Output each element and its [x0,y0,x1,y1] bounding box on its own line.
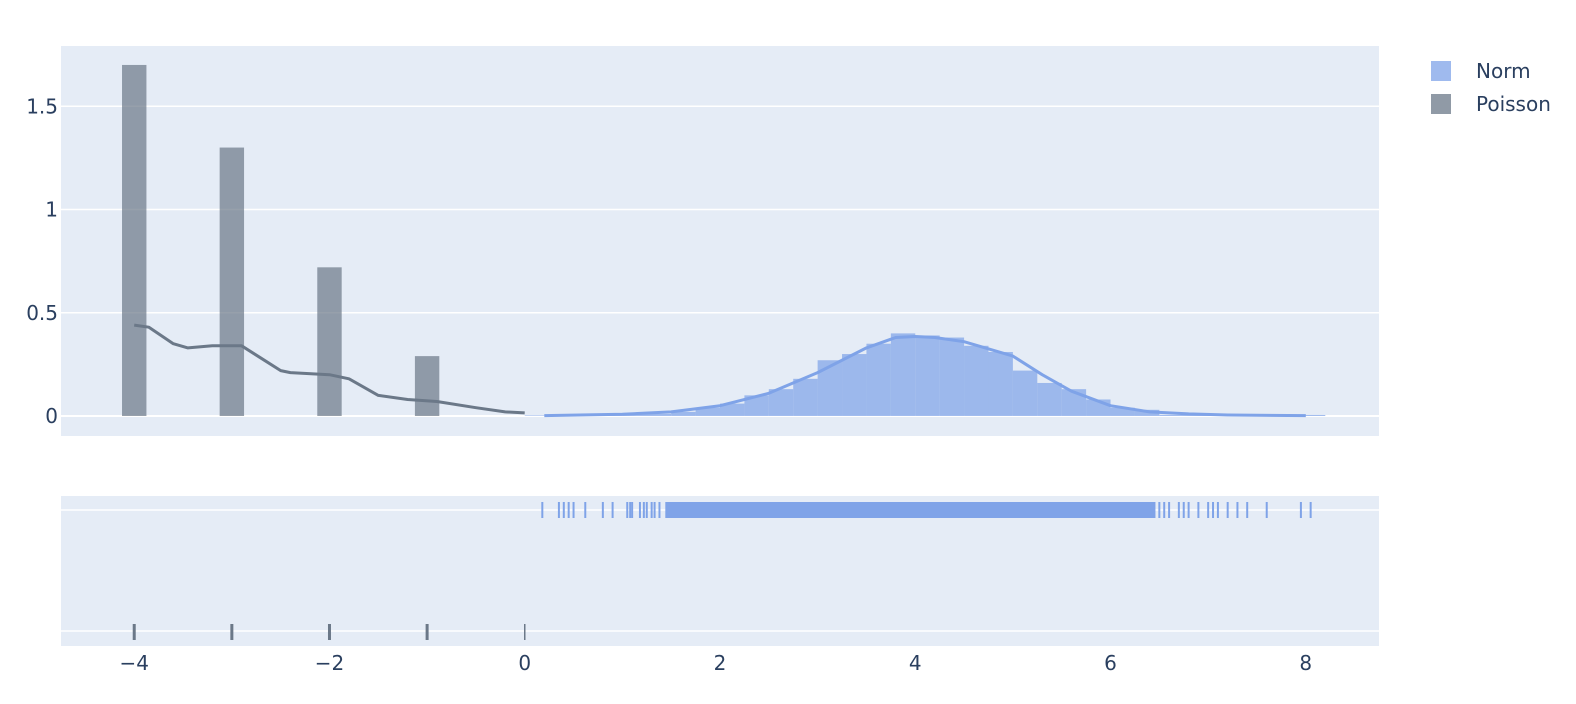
norm-bar [695,407,720,416]
poisson-bar [317,267,342,416]
poisson-bar [122,64,147,416]
x-tick-label: −2 [315,651,344,675]
norm-rug-dense [666,502,1155,518]
y-tick-label: 0 [45,404,58,428]
kde-curves [133,323,1306,418]
x-tick-label: 2 [714,651,727,675]
norm-bar [768,389,794,416]
norm-rug [541,502,1312,518]
legend-swatch-poisson[interactable] [1431,94,1451,114]
main-plot-background [61,46,1379,436]
poisson-kde-line [133,323,525,415]
norm-bar [793,378,818,416]
y-tick-label: 0.5 [26,301,58,325]
norm-bar [720,403,745,416]
poisson-rug [132,624,526,640]
y-axis-ticks: 0 0.5 1 1.5 [26,94,58,428]
x-tick-label: 8 [1299,651,1312,675]
norm-bar [744,395,769,416]
norm-bar [988,351,1013,416]
norm-bar [1110,407,1135,416]
norm-bar [866,343,891,416]
legend-label-norm[interactable]: Norm [1476,59,1531,83]
x-tick-label: 6 [1104,651,1117,675]
norm-bar [890,333,916,416]
x-tick-label: 0 [518,651,531,675]
legend-label-poisson[interactable]: Poisson [1476,92,1551,116]
norm-bar [1012,370,1038,416]
norm-bar [842,354,867,416]
legend-swatch-norm[interactable] [1431,61,1451,81]
x-tick-label: −4 [119,651,148,675]
norm-bar [817,360,843,416]
poisson-bar [219,147,245,417]
x-axis-ticks: −4 −2 0 2 4 6 8 [119,651,1312,675]
norm-bar [1037,382,1062,416]
poisson-bar [414,356,440,416]
poisson-histogram [122,64,440,417]
x-tick-label: 4 [909,651,922,675]
norm-bar [622,413,672,416]
legend[interactable]: Norm Poisson [1431,59,1551,116]
norm-bar [671,411,696,416]
y-tick-label: 1 [45,198,58,222]
norm-bar [915,335,940,416]
rug-plot-background [61,496,1379,646]
y-tick-label: 1.5 [26,94,58,118]
norm-kde-line [544,335,1306,418]
norm-bar [964,345,989,416]
norm-bar [939,337,965,416]
norm-histogram [524,333,1326,416]
